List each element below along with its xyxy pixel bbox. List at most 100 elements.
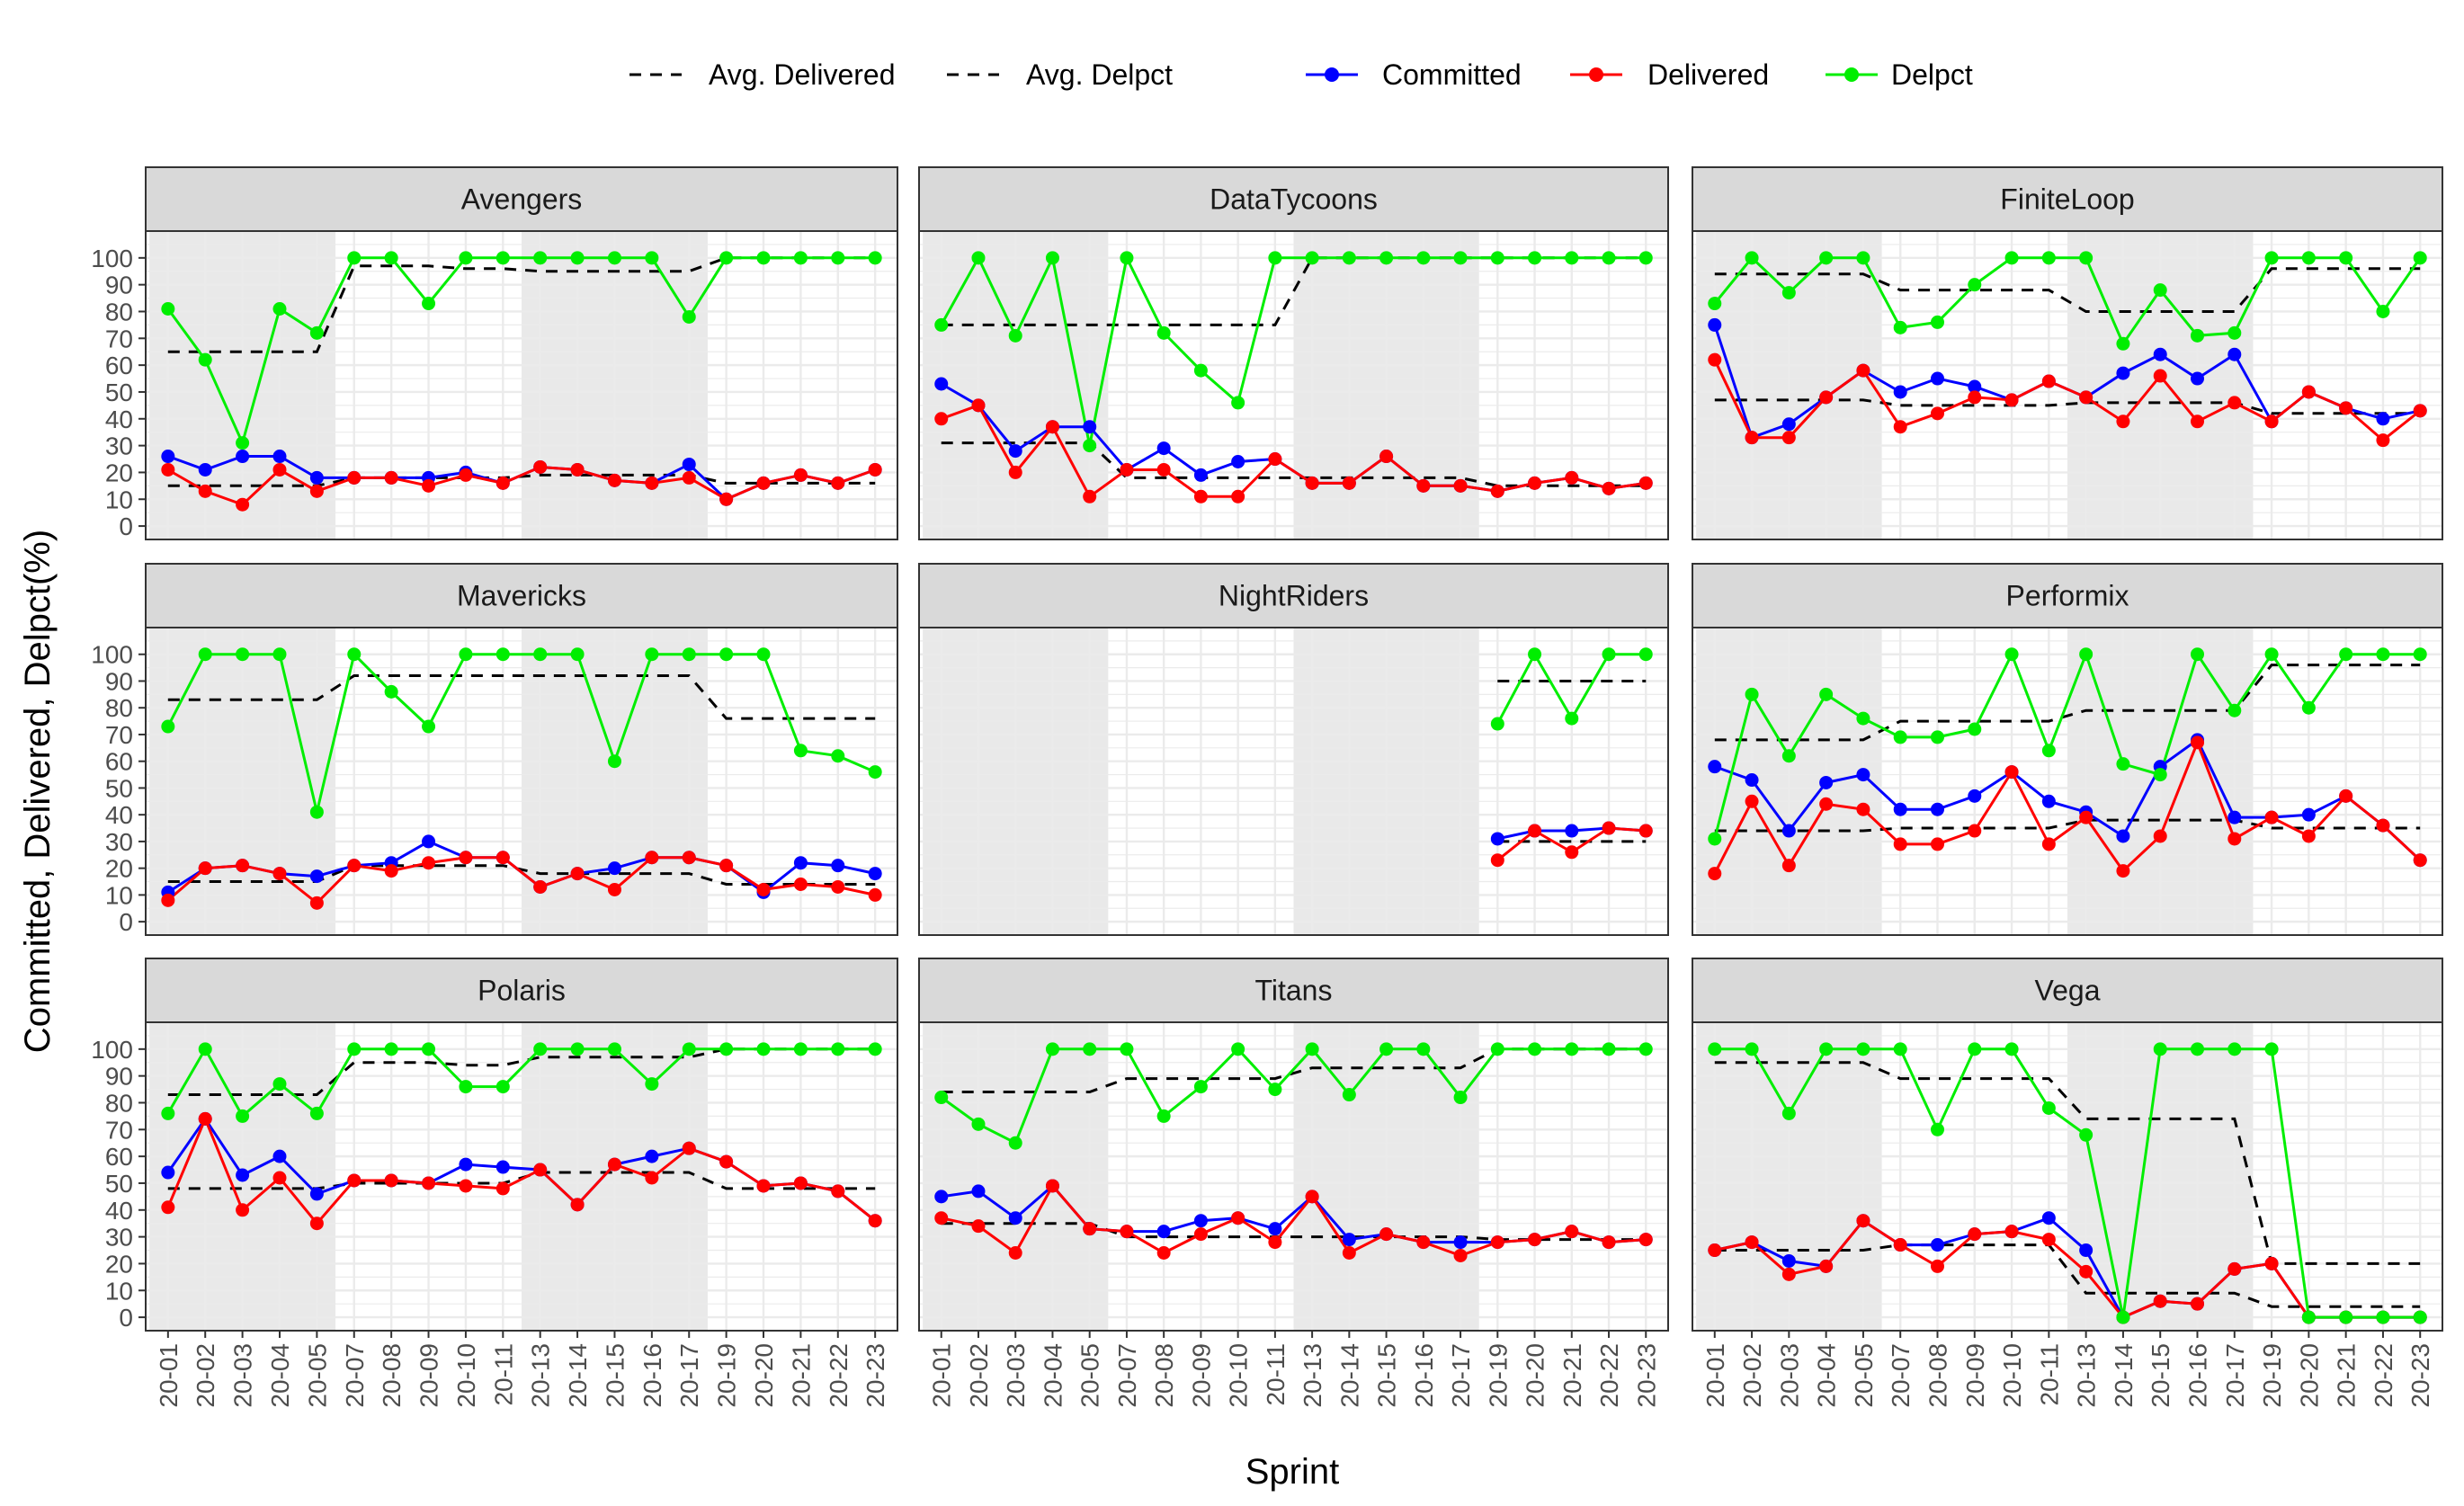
point-delpct bbox=[1930, 730, 1944, 744]
point-committed bbox=[1781, 417, 1796, 432]
point-committed bbox=[1708, 760, 1722, 774]
y-tick-label: 0 bbox=[119, 1304, 133, 1332]
point-delivered bbox=[1268, 452, 1282, 467]
point-delivered bbox=[793, 877, 808, 891]
point-committed bbox=[1781, 824, 1796, 838]
point-delpct bbox=[1602, 251, 1616, 265]
point-delpct bbox=[719, 1042, 734, 1056]
x-tick-label: 20-22 bbox=[1595, 1343, 1623, 1408]
x-tick-label: 20-07 bbox=[1887, 1343, 1915, 1408]
panel-border bbox=[1692, 230, 2443, 540]
point-delpct bbox=[1745, 251, 1759, 265]
point-delpct bbox=[2264, 251, 2279, 265]
point-delpct bbox=[459, 1080, 473, 1094]
point-delivered bbox=[495, 851, 510, 865]
point-delivered bbox=[2264, 414, 2279, 429]
point-delivered bbox=[645, 1171, 659, 1185]
point-delivered bbox=[272, 1171, 287, 1185]
y-tick-label: 20 bbox=[105, 459, 133, 486]
x-tick-label: 20-22 bbox=[2370, 1343, 2397, 1408]
point-delpct bbox=[1120, 1042, 1134, 1056]
y-tick-label: 20 bbox=[105, 855, 133, 883]
point-delpct bbox=[1968, 278, 1982, 292]
point-delpct bbox=[272, 647, 287, 662]
point-delpct bbox=[1193, 363, 1208, 378]
point-delpct bbox=[645, 647, 659, 662]
point-delpct bbox=[1819, 251, 1834, 265]
point-delpct bbox=[2153, 1042, 2167, 1056]
point-committed bbox=[161, 1165, 175, 1180]
x-tick-label: 20-14 bbox=[564, 1343, 592, 1408]
point-delpct bbox=[2041, 251, 2056, 265]
x-tick-label: 20-20 bbox=[2295, 1343, 2323, 1408]
point-committed bbox=[236, 1168, 250, 1182]
panel-border bbox=[1692, 1021, 2443, 1332]
point-committed bbox=[309, 470, 324, 485]
legend: Avg. Delivered Avg. Delpct Committed Delive… bbox=[629, 58, 1973, 91]
point-committed bbox=[2227, 347, 2242, 361]
point-delpct bbox=[1268, 251, 1282, 265]
y-tick-label: 60 bbox=[105, 352, 133, 379]
y-tick-label: 90 bbox=[105, 667, 133, 695]
point-delpct bbox=[1416, 251, 1431, 265]
point-delpct bbox=[2339, 647, 2353, 662]
point-delpct bbox=[2004, 647, 2019, 662]
point-delivered bbox=[1745, 794, 1759, 808]
point-delivered bbox=[1930, 406, 1944, 421]
point-delivered bbox=[1305, 476, 1319, 490]
point-delpct bbox=[422, 297, 436, 311]
panel-nightriders: NightRiders bbox=[918, 563, 1669, 936]
x-tick-label: 20-16 bbox=[2184, 1343, 2212, 1408]
panel-strip bbox=[1692, 958, 2443, 1023]
point-delpct bbox=[347, 1042, 362, 1056]
point-delpct bbox=[2376, 647, 2390, 662]
point-delpct bbox=[934, 317, 949, 332]
point-delivered bbox=[1120, 1225, 1134, 1239]
point-delivered bbox=[1231, 1211, 1245, 1225]
point-delpct bbox=[1565, 711, 1579, 726]
series-line-avg-delpct bbox=[1714, 267, 2421, 313]
point-delivered bbox=[868, 462, 882, 477]
point-delivered bbox=[570, 462, 585, 477]
panel-strip bbox=[145, 166, 898, 232]
point-delivered bbox=[236, 859, 250, 873]
point-delpct bbox=[2413, 251, 2427, 265]
y-tick-label: 80 bbox=[105, 298, 133, 325]
point-delpct bbox=[682, 1042, 696, 1056]
point-delpct bbox=[607, 251, 621, 265]
point-delpct bbox=[533, 251, 548, 265]
point-delivered bbox=[1045, 420, 1059, 434]
point-committed bbox=[1008, 1211, 1022, 1225]
panel-title: FiniteLoop bbox=[2000, 183, 2134, 216]
point-delpct bbox=[309, 1106, 324, 1120]
point-delivered bbox=[934, 1211, 949, 1225]
point-delivered bbox=[2004, 1225, 2019, 1239]
point-delpct bbox=[422, 1042, 436, 1056]
point-delivered bbox=[1193, 489, 1208, 503]
point-delivered bbox=[2079, 810, 2094, 824]
point-delpct bbox=[934, 1091, 949, 1105]
point-delpct bbox=[495, 251, 510, 265]
legend-entry-committed: Committed bbox=[1306, 58, 1522, 91]
point-delivered bbox=[2191, 1297, 2205, 1311]
point-committed bbox=[1968, 379, 1982, 394]
panel-grid bbox=[146, 231, 897, 540]
point-delpct bbox=[1893, 730, 1907, 744]
point-committed bbox=[495, 1160, 510, 1174]
point-committed bbox=[1083, 420, 1097, 434]
point-delpct bbox=[1490, 717, 1504, 731]
x-tick-label: 20-10 bbox=[1998, 1343, 2026, 1408]
y-tick-label: 50 bbox=[105, 774, 133, 802]
x-tick-label: 20-05 bbox=[1076, 1343, 1104, 1408]
panel-strip bbox=[1692, 563, 2443, 628]
point-delpct bbox=[1781, 749, 1796, 763]
panel-title: Avengers bbox=[461, 183, 583, 216]
point-delivered bbox=[868, 1214, 882, 1228]
point-committed bbox=[1193, 1214, 1208, 1228]
point-committed bbox=[2301, 807, 2316, 822]
point-delivered bbox=[1416, 1235, 1431, 1250]
point-delivered bbox=[719, 859, 734, 873]
point-delpct bbox=[161, 719, 175, 734]
facet-panels: Avengers0102030405060708090100DataTycoon… bbox=[91, 166, 2443, 1408]
series-line-delivered bbox=[1714, 1218, 2421, 1319]
